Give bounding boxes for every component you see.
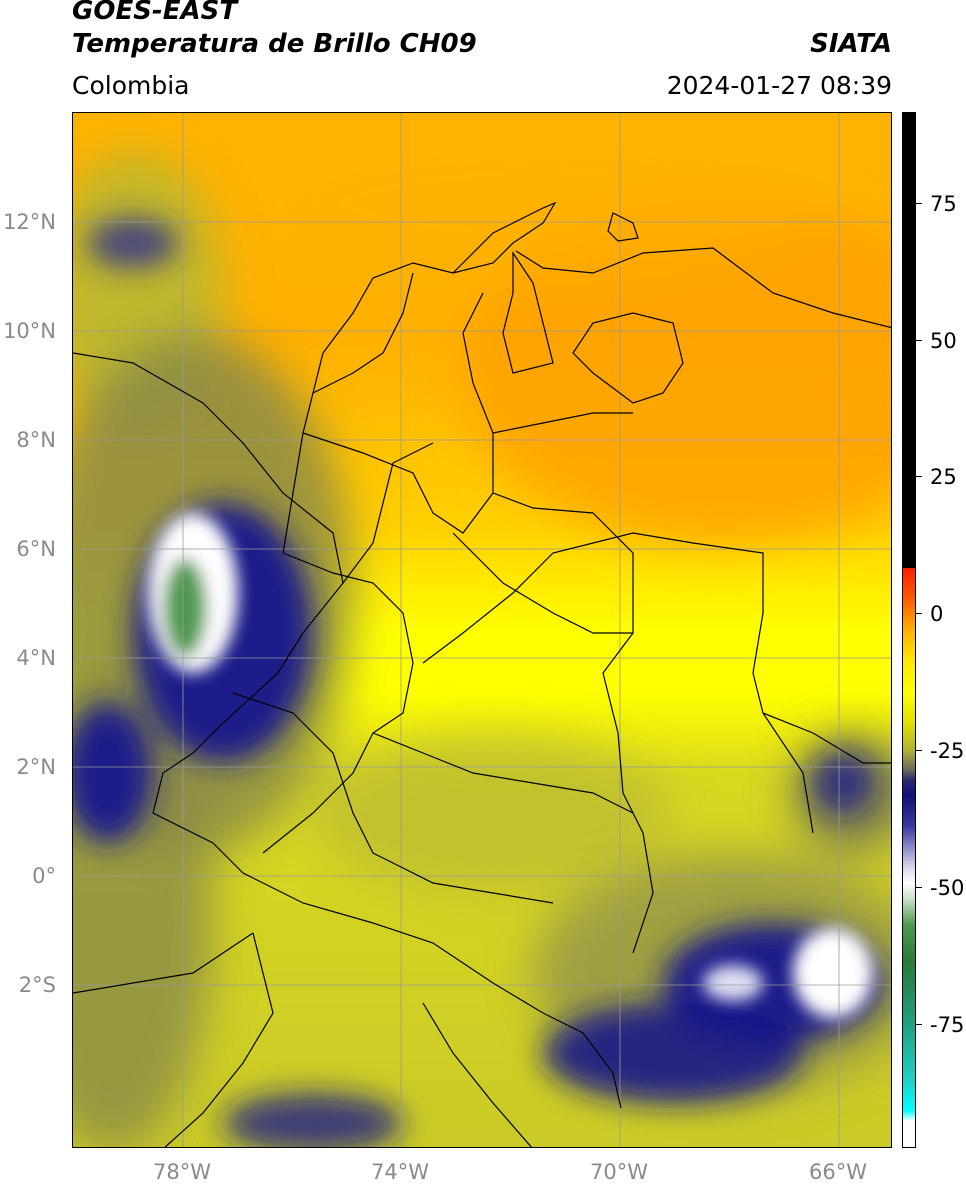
map-canvas <box>73 113 891 1147</box>
colorbar-label-minus75: -75 <box>930 1013 965 1037</box>
title-line-2: Temperatura de Brillo CH09 <box>72 29 477 59</box>
agency-label: SIATA <box>810 29 892 59</box>
colorbar-tick <box>916 613 922 614</box>
colorbar-label-0: 0 <box>930 602 944 626</box>
lon-label-78w: 78°W <box>153 1160 211 1184</box>
lat-label-2s: 2°S <box>18 973 56 997</box>
lon-label-70w: 70°W <box>590 1160 648 1184</box>
lat-label-4n: 4°N <box>16 646 56 670</box>
lat-label-2n: 2°N <box>16 755 56 779</box>
title-line-1: GOES-EAST <box>72 0 238 26</box>
colorbar-label-75: 75 <box>930 192 957 216</box>
colorbar-tick <box>916 340 922 341</box>
colorbar-tick <box>916 750 922 751</box>
lat-label-8n: 8°N <box>16 428 56 452</box>
colorbar-label-minus50: -50 <box>930 876 965 900</box>
colorbar-tick <box>916 887 922 888</box>
satellite-map[interactable] <box>72 112 892 1148</box>
lon-label-74w: 74°W <box>371 1160 429 1184</box>
colorbar-label-50: 50 <box>930 329 957 353</box>
boundaries <box>73 201 891 1147</box>
lat-label-10n: 10°N <box>3 319 56 343</box>
colorbar-tick <box>916 1024 922 1025</box>
lat-label-6n: 6°N <box>16 537 56 561</box>
graticule <box>73 113 891 1147</box>
colorbar-tick <box>916 203 922 204</box>
coldest-cloud-tops <box>148 513 873 1018</box>
colorbar <box>902 112 916 1148</box>
lat-label-12n: 12°N <box>3 210 56 234</box>
colorbar-tick <box>916 476 922 477</box>
colorbar-label-minus25: -25 <box>930 739 965 763</box>
timestamp-label: 2024-01-27 08:39 <box>666 71 892 100</box>
colorbar-label-25: 25 <box>930 465 957 489</box>
lon-label-66w: 66°W <box>809 1160 867 1184</box>
region-subtitle: Colombia <box>72 71 190 100</box>
lat-label-0: 0° <box>32 864 56 888</box>
